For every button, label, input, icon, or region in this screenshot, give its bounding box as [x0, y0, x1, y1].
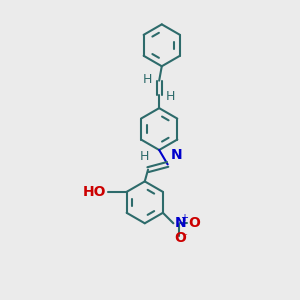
Text: O: O — [188, 216, 200, 230]
Text: N: N — [175, 216, 186, 230]
Text: H: H — [140, 150, 149, 163]
Text: +: + — [180, 213, 188, 223]
Text: H: H — [143, 73, 153, 86]
Text: N: N — [170, 148, 182, 162]
Text: O: O — [175, 231, 187, 245]
Text: ⁻: ⁻ — [181, 233, 187, 243]
Text: H: H — [166, 90, 175, 103]
Text: HO: HO — [83, 185, 106, 199]
